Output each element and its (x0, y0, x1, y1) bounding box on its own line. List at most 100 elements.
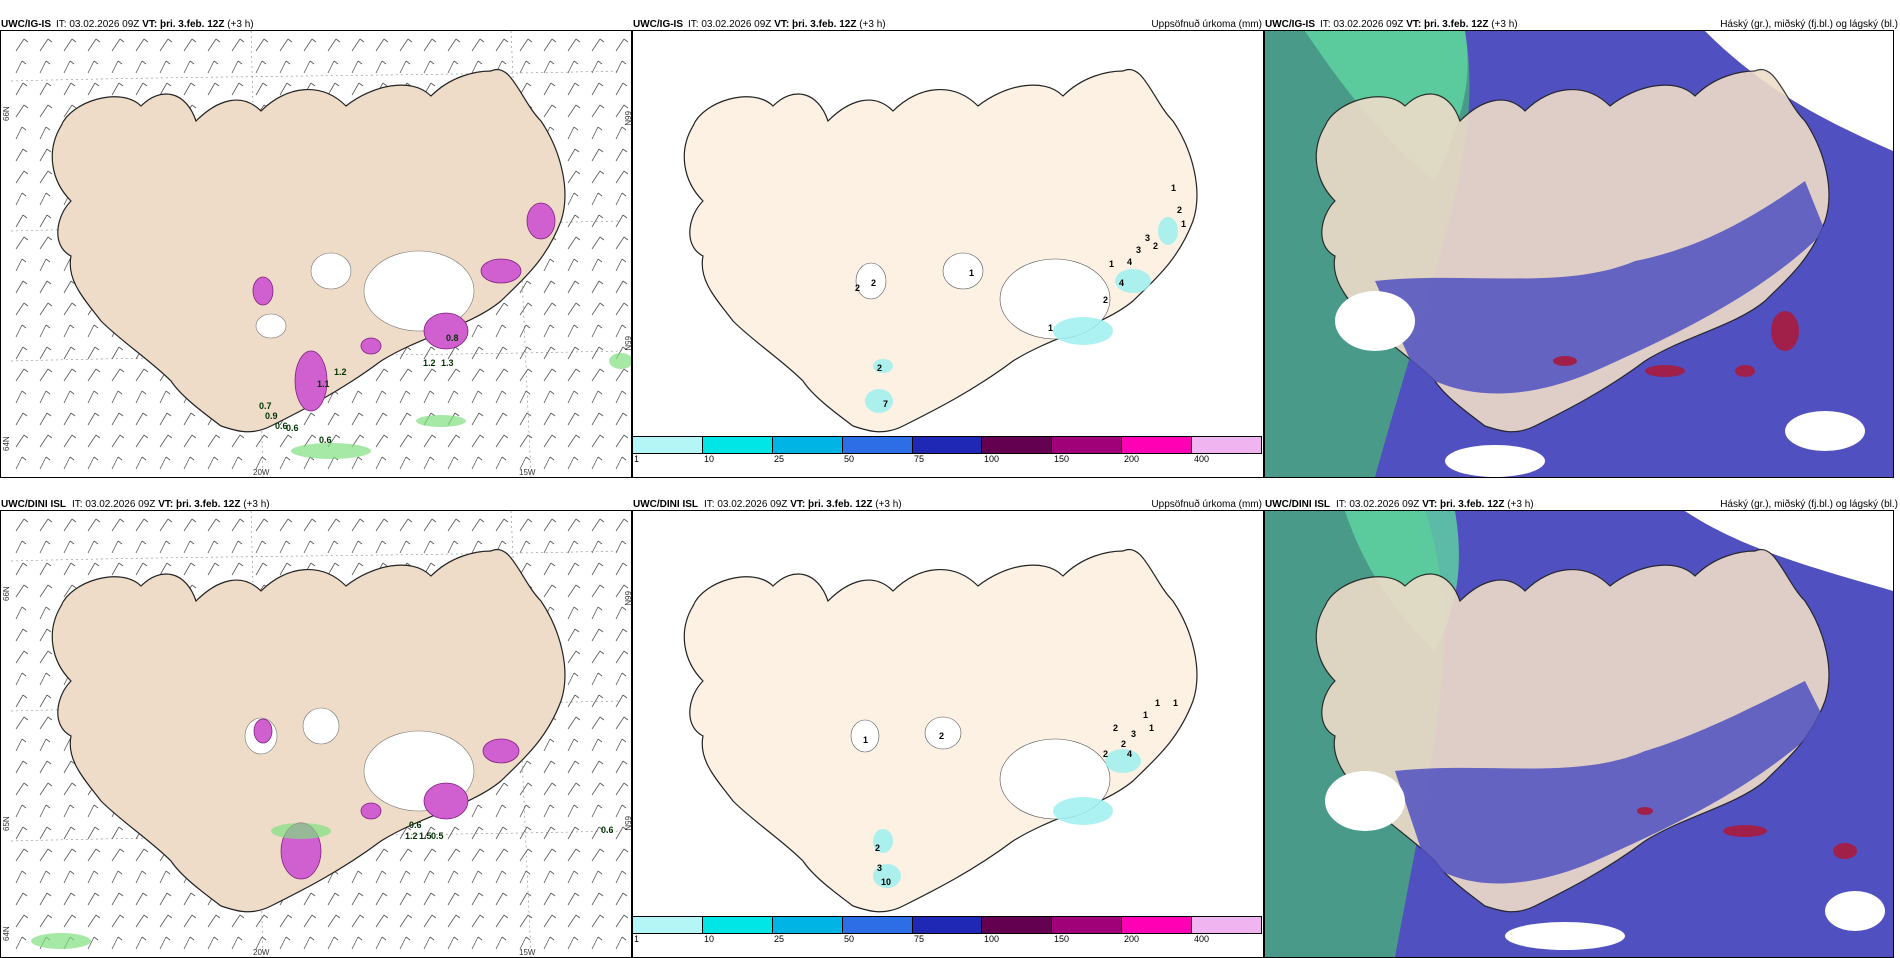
wind-barb (591, 148, 604, 162)
wind-barb (87, 390, 99, 404)
wind-barb (39, 760, 52, 774)
wind-barb (495, 390, 507, 404)
wind-barb (495, 518, 509, 532)
cloud-title: Háský (gr.), miðský (fj.bl.) og lágský (… (1720, 499, 1898, 510)
wind-map: 66N 64N 66N 65N 20W 15W 1.2 1.1 0.7 0.9 … (0, 30, 632, 478)
wind-barb (15, 38, 29, 52)
wind-value: 1.2 (423, 358, 436, 368)
lead-time: (+3 h) (1491, 19, 1518, 30)
wind-barb (87, 892, 100, 906)
wind-barb (567, 914, 581, 928)
wind-barb (567, 848, 581, 862)
wind-barb (495, 302, 509, 316)
wind-barb (303, 892, 316, 906)
wind-barb (495, 826, 508, 840)
colorbar-label: 200 (1124, 454, 1140, 464)
wind-barb (159, 518, 173, 532)
wind-barb (183, 38, 197, 52)
vt-value: þri. 3.feb. 12Z (791, 19, 857, 30)
precip-value: 1 (1181, 219, 1186, 229)
wind-barb (399, 368, 413, 382)
precip-value: 3 (1136, 245, 1141, 255)
wind-barb (471, 892, 484, 906)
wind-barb (39, 782, 53, 796)
colorbar-swatch (702, 917, 773, 933)
wind-barb (39, 126, 51, 140)
wind-barb (183, 518, 197, 532)
wind-barb (399, 540, 411, 554)
wind-barb (111, 936, 123, 950)
wind-barb (495, 456, 507, 470)
wind-barb (519, 760, 532, 774)
high-cloud-areas (1637, 807, 1857, 859)
wind-barb (111, 60, 123, 74)
wind-barb (471, 540, 483, 554)
wind-barb (615, 280, 628, 294)
wind-barb (39, 324, 51, 338)
wind-barb (39, 368, 53, 382)
wind-barb (39, 434, 53, 448)
wind-barb (519, 540, 531, 554)
wind-barb (279, 434, 293, 448)
wind-barb (495, 434, 509, 448)
wind-barb (135, 412, 148, 426)
wind-barb (519, 434, 533, 448)
colorbar (632, 916, 1262, 934)
iceland-land (51, 68, 566, 433)
precip-value: 2 (1103, 749, 1108, 759)
wind-barb (543, 390, 555, 404)
wind-barb (351, 390, 363, 404)
wind-barb (423, 848, 437, 862)
wind-barb (567, 104, 581, 118)
wind-barb (471, 368, 485, 382)
lat-label-64: 64N (2, 436, 11, 451)
vt-value: þri. 3.feb. 12Z (159, 19, 225, 30)
vt-label: VT: (1422, 499, 1438, 510)
precip-value: 1 (969, 268, 974, 278)
lat-label-65-right: 65N (623, 336, 631, 351)
panel-header: UWC/IG-IS IT: 03.02.2026 09Z VT: þri. 3.… (632, 16, 1264, 34)
colorbar-swatch (912, 437, 983, 453)
model-name: UWC/IG-IS (1, 19, 51, 30)
wind-barb (255, 434, 269, 448)
wind-barb (111, 434, 125, 448)
wind-barb (111, 412, 124, 426)
wind-barb (135, 870, 147, 884)
wind-barb (159, 562, 172, 576)
wind-barb (15, 936, 27, 950)
wind-barb (591, 214, 604, 228)
wind-barb (63, 782, 77, 796)
wind-barb (615, 826, 628, 840)
wind-barb (207, 456, 219, 470)
wind-barb (591, 870, 603, 884)
wind-barb (87, 324, 99, 338)
wind-barb (231, 540, 243, 554)
precip-value: 1 (1155, 698, 1160, 708)
wind-barb (447, 368, 461, 382)
lat-label-66-right: 66N (623, 111, 631, 126)
precip-value: 2 (877, 363, 882, 373)
precip-value: 3 (1131, 729, 1136, 739)
wind-barb (423, 390, 435, 404)
wind-barb (39, 716, 53, 730)
wind-value: 1.1 (317, 379, 330, 389)
wind-barb (63, 870, 75, 884)
wind-barb (543, 60, 555, 74)
wind-barb (447, 60, 459, 74)
wind-value: 0.6 (319, 435, 332, 445)
wind-barb (615, 456, 627, 470)
it-label: IT: (72, 499, 83, 510)
wind-barb (255, 562, 268, 576)
wind-barb (159, 434, 173, 448)
wind-barb (39, 738, 51, 752)
precip-value: 2 (875, 843, 880, 853)
wind-barb (519, 390, 531, 404)
wind-barb (39, 914, 53, 928)
wind-barb (567, 280, 580, 294)
wind-barb (183, 456, 195, 470)
lat-label-66: 66N (2, 586, 11, 601)
wind-barb (39, 892, 52, 906)
wind-barb (615, 804, 627, 818)
wind-barb (63, 368, 77, 382)
wind-barb (303, 936, 315, 950)
